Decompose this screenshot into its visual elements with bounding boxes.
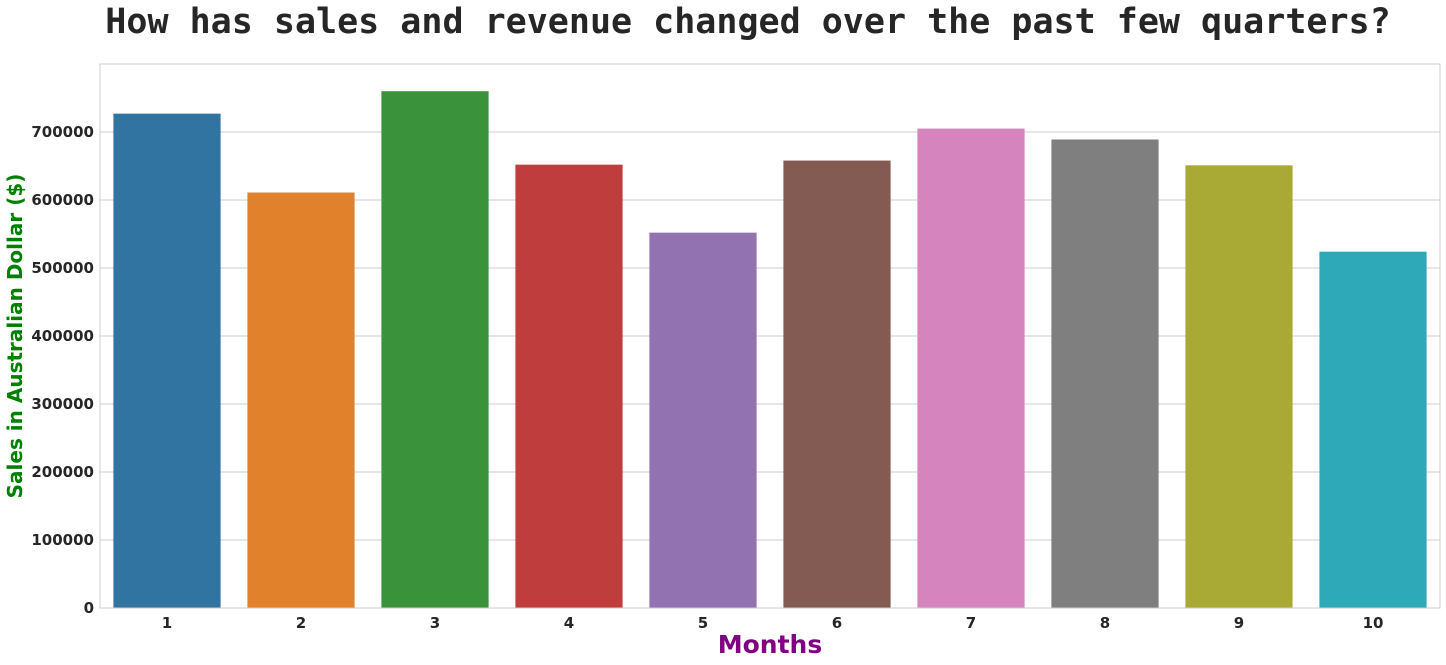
y-tick-label: 400000 <box>31 327 94 345</box>
bar-month-7 <box>917 128 1025 608</box>
x-tick-label: 5 <box>698 614 708 632</box>
x-axis-label: Months <box>718 630 822 659</box>
y-tick-label: 100000 <box>31 531 94 549</box>
x-tick-label: 6 <box>832 614 842 632</box>
x-tick-label: 7 <box>966 614 976 632</box>
y-tick-labels: 0 100000 200000 300000 400000 500000 600000 700… <box>31 123 94 617</box>
y-axis-label: Sales in Australian Dollar ($) <box>3 174 27 499</box>
plot-frame <box>99 63 1441 609</box>
chart-title: How has sales and revenue changed over t… <box>105 2 1391 42</box>
bars <box>113 91 1427 609</box>
x-tick-label: 10 <box>1363 614 1384 632</box>
y-tick-label: 700000 <box>31 123 94 141</box>
y-tick-label: 200000 <box>31 463 94 481</box>
bar-month-3 <box>381 91 489 608</box>
x-tick-label: 1 <box>162 614 172 632</box>
bar-month-4 <box>515 164 623 608</box>
y-tick-label: 300000 <box>31 395 94 413</box>
bar-month-2 <box>247 192 355 608</box>
bar-month-1 <box>113 113 221 608</box>
x-tick-label: 8 <box>1100 614 1110 632</box>
x-tick-label: 3 <box>430 614 440 632</box>
y-tick-label: 500000 <box>31 259 94 277</box>
x-tick-label: 9 <box>1234 614 1244 632</box>
x-tick-labels: 1 2 3 4 5 6 7 8 9 10 <box>162 614 1384 632</box>
bar-month-6 <box>783 160 891 608</box>
y-tick-label: 0 <box>84 599 94 617</box>
bar-month-10 <box>1319 251 1427 608</box>
y-tick-label: 600000 <box>31 191 94 209</box>
bar-month-8 <box>1051 139 1159 609</box>
x-tick-label: 2 <box>296 614 306 632</box>
bar-month-5 <box>649 232 757 608</box>
bar-month-9 <box>1185 165 1293 608</box>
x-tick-label: 4 <box>564 614 574 632</box>
